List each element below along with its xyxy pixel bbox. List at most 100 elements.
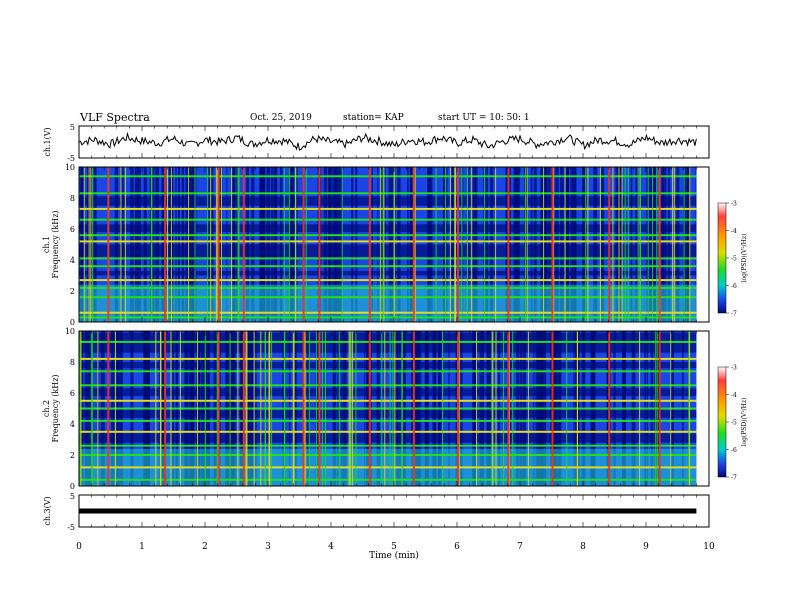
ch2-spectrogram-streak bbox=[350, 331, 352, 486]
ch2-spectrogram-streak bbox=[97, 331, 99, 486]
ch2-spectrogram-spike bbox=[242, 331, 245, 486]
ch2-spectrogram-spike bbox=[507, 331, 510, 486]
ch1-spectrogram-dark-band bbox=[79, 270, 697, 276]
ch1-spectrogram-bright-band bbox=[79, 286, 697, 289]
ch1-spectrogram-streak bbox=[618, 167, 620, 322]
ch2-spectrogram-bright-band bbox=[79, 478, 697, 481]
ch1-spectrogram-spike bbox=[302, 167, 305, 322]
ch2-spectrogram-streak bbox=[321, 331, 323, 486]
ch1-spectrogram-streak bbox=[454, 167, 456, 322]
ch1-waveform-ylabel: ch.1(V) bbox=[43, 127, 52, 156]
ch1-spectrogram-streak bbox=[210, 167, 212, 322]
ch1-spectrogram-ylabel: Frequency (kHz) bbox=[51, 210, 60, 278]
ch3-waveform-ytick-label: -5 bbox=[67, 523, 75, 532]
ch1-spectrogram-colorbar-tick-label: -3 bbox=[731, 201, 737, 208]
ch2-spectrogram-streak bbox=[304, 331, 306, 486]
ch2-spectrogram-colorbar-tick-label: -3 bbox=[731, 365, 737, 372]
ch2-spectrogram-streak bbox=[495, 331, 497, 486]
ch1-spectrogram-streak bbox=[495, 167, 497, 322]
ch2-spectrogram-bright-band bbox=[79, 370, 697, 373]
ch1-spectrogram-colorbar-tick-label: -6 bbox=[731, 283, 737, 290]
ch2-spectrogram-streak bbox=[512, 331, 514, 486]
ch2-spectrogram-streak bbox=[384, 331, 386, 486]
ch1-spectrogram-streak bbox=[587, 167, 589, 322]
ch2-spectrogram-colorbar-tick-label: -4 bbox=[731, 392, 737, 399]
ch2-spectrogram-streak bbox=[503, 331, 505, 486]
chart-title: VLF Spectra bbox=[80, 111, 150, 124]
xtick-label: 4 bbox=[328, 542, 334, 552]
ch1-spectrogram-low-band bbox=[79, 284, 697, 322]
ch1-spectrogram-streak bbox=[672, 167, 674, 322]
ch1-spectrogram-streak bbox=[637, 167, 639, 322]
ch2-spectrogram-bright-band bbox=[79, 430, 697, 433]
ch3-waveform-ytick-label: 5 bbox=[70, 492, 75, 501]
ch1-spectrogram-streak bbox=[444, 167, 446, 322]
ch1-spectrogram-dark-band bbox=[79, 196, 697, 206]
ch2-spectrogram-streak bbox=[179, 331, 181, 486]
ch2-spectrogram-ytick-label: 6 bbox=[70, 389, 75, 398]
ch1-spectrogram-streak bbox=[215, 167, 217, 322]
ch1-spectrogram-streak bbox=[170, 167, 172, 322]
ch2-spectrogram-streak bbox=[566, 331, 568, 486]
ch1-spectrogram-streak bbox=[305, 167, 307, 322]
ch1-spectrogram-ytick-label: 0 bbox=[70, 318, 75, 327]
ch1-spectrogram-streak bbox=[656, 167, 658, 322]
ch2-spectrogram-ytick-label: 4 bbox=[70, 420, 75, 429]
ch1-spectrogram-spike bbox=[551, 167, 554, 322]
ch1-spectrogram-streak bbox=[414, 167, 416, 322]
start-time-label: start UT = 10: 50: 1 bbox=[438, 113, 530, 123]
ch1-spectrogram-streak bbox=[639, 167, 641, 322]
ch2-spectrogram-bright-band bbox=[79, 384, 697, 387]
ch1-spectrogram-bright-band bbox=[79, 240, 697, 243]
ch1-spectrogram-image bbox=[79, 167, 697, 322]
ch2-spectrogram-streak bbox=[269, 331, 271, 486]
ch1-spectrogram-colorbar-tick-label: -4 bbox=[731, 228, 737, 235]
ch2-spectrogram-streak bbox=[90, 331, 92, 486]
ch2-spectrogram-streak bbox=[155, 331, 157, 486]
ch2-spectrogram-streak bbox=[245, 331, 247, 486]
station-label: station= KAP bbox=[343, 113, 404, 123]
ch2-spectrogram-dark-band bbox=[79, 388, 697, 397]
ch2-spectrogram-image bbox=[79, 331, 697, 486]
ch2-spectrogram-spike bbox=[217, 331, 220, 486]
ch2-spectrogram-dark-band bbox=[79, 433, 697, 443]
ch1-spectrogram-spike bbox=[412, 167, 415, 322]
ch1-spectrogram-bright-band bbox=[79, 234, 697, 237]
xaxis-label: Time (min) bbox=[369, 550, 419, 561]
ch2-spectrogram-streak bbox=[114, 331, 116, 486]
ch2-spectrogram-colorbar-tick-label: -6 bbox=[731, 447, 737, 454]
ch1-spectrogram-streak bbox=[380, 167, 382, 322]
ch2-spectrogram-streak bbox=[159, 331, 161, 486]
ch1-spectrogram-spike bbox=[608, 167, 611, 322]
ch2-spectrogram-bright-band bbox=[79, 419, 697, 422]
ch2-spectrogram-spike bbox=[302, 331, 305, 486]
ch2-spectrogram-spike bbox=[318, 331, 321, 486]
xtick-label: 5 bbox=[391, 542, 397, 552]
ch2-spectrogram-streak bbox=[264, 331, 266, 486]
ch1-spectrogram-streak bbox=[652, 167, 654, 322]
ch1-spectrogram-streak bbox=[525, 167, 526, 322]
ch1-spectrogram-streak bbox=[283, 167, 285, 322]
ch1-spectrogram-streak bbox=[383, 167, 385, 322]
ch2-spectrogram-streak bbox=[639, 331, 641, 486]
ch1-spectrogram-spike bbox=[507, 167, 510, 322]
ch1-spectrogram-ytick-label: 6 bbox=[70, 225, 75, 234]
ch2-spectrogram-streak bbox=[656, 331, 658, 486]
ch2-spectrogram-colorbar bbox=[717, 366, 727, 478]
ch1-spectrogram-streak bbox=[689, 167, 691, 322]
ch1-spectrogram-streak bbox=[217, 167, 218, 322]
xtick-label: 0 bbox=[76, 542, 82, 552]
ch2-spectrogram-bright-band bbox=[79, 454, 697, 456]
ch2-spectrogram-colorbar-label: log(PSD)(V²/Hz) bbox=[741, 398, 748, 447]
ch1-spectrogram-streak bbox=[124, 167, 126, 322]
date-label: Oct. 25, 2019 bbox=[250, 113, 312, 123]
ch2-spectrogram-streak bbox=[197, 331, 199, 486]
ch2-spectrogram-spike bbox=[164, 331, 167, 486]
ch2-spectrogram-bright-band bbox=[79, 407, 697, 410]
ch1-spectrogram-bright-band bbox=[79, 257, 697, 260]
ch1-spectrogram-streak bbox=[188, 167, 190, 322]
ch2-spectrogram-streak bbox=[527, 331, 529, 486]
ch1-spectrogram-bright-band bbox=[79, 175, 697, 178]
ch2-spectrogram-streak bbox=[349, 331, 351, 486]
